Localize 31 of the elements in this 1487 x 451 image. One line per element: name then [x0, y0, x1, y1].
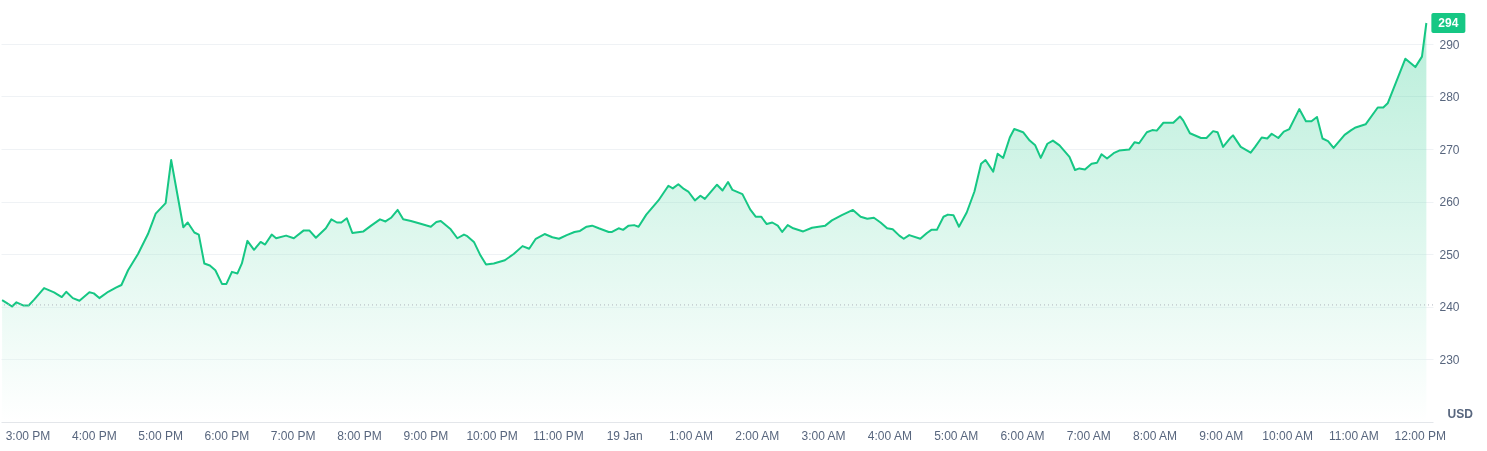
x-tick-label: 11:00 PM [533, 428, 584, 443]
y-tick-label: 260 [1439, 195, 1460, 209]
x-tick-label: 19 Jan [606, 428, 643, 443]
y-tick-label: 230 [1439, 352, 1460, 367]
y-tick-label: 280 [1439, 90, 1460, 104]
y-tick-label: 290 [1439, 37, 1460, 52]
x-tick-label: 6:00 AM [1000, 428, 1045, 443]
x-tick-label: 8:00 PM [337, 428, 382, 443]
x-tick-label: 11:00 AM [1329, 428, 1379, 443]
x-tick-label: 10:00 PM [466, 428, 518, 443]
x-tick-label: 4:00 PM [71, 428, 117, 443]
x-tick-label: 1:00 AM [668, 428, 713, 443]
x-tick-label: 5:00 PM [138, 428, 183, 443]
y-tick-label: 240 [1439, 300, 1460, 314]
x-tick-label: 3:00 AM [801, 428, 846, 443]
x-tick-label: 6:00 PM [204, 428, 250, 443]
annotation: 294 [1438, 16, 1459, 30]
x-tick-label: 2:00 AM [735, 428, 780, 443]
x-tick-label: 3:00 PM [5, 428, 51, 443]
x-tick-label: 5:00 AM [934, 428, 979, 443]
x-tick-label: 9:00 AM [1199, 428, 1244, 443]
y-tick-label: 270 [1439, 142, 1460, 157]
x-tick-label: 8:00 AM [1133, 428, 1178, 443]
x-tick-label: 9:00 PM [403, 428, 449, 443]
x-tick-label: 10:00 AM [1262, 428, 1313, 443]
x-tick-label: 12:00 PM [1394, 428, 1446, 443]
y-axis-title: USD [1447, 406, 1474, 421]
x-tick-label: 7:00 AM [1066, 428, 1111, 443]
x-tick-label: 4:00 AM [867, 428, 912, 443]
x-tick-label: 7:00 PM [270, 428, 316, 443]
y-tick-label: 250 [1439, 247, 1460, 262]
